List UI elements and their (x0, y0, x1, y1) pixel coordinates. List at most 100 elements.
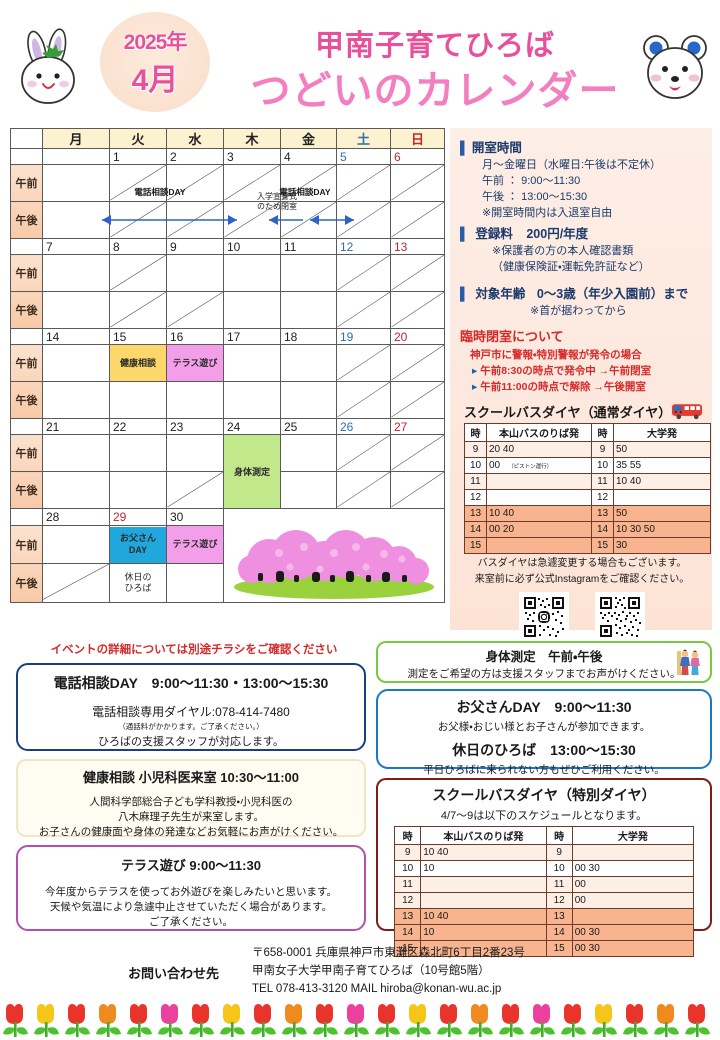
date-cell: 15 (109, 328, 167, 345)
closed-slash-icon (391, 165, 444, 201)
bus-hour: 9 (545, 844, 573, 861)
cell-wed-am: テラス遊び (166, 524, 224, 565)
homepage-qr-icon[interactable] (595, 591, 645, 647)
week-5-dates: 28 29 30 (10, 508, 445, 603)
calendar-table: 月 火 水 木 金 土 日 1 2 3 4 5 6 午前 (10, 128, 445, 603)
tulip-icon (251, 1004, 276, 1037)
cell-fri-am (280, 434, 337, 472)
cell-fri-am (280, 164, 337, 202)
cell-tue-pm (109, 201, 167, 239)
bus-times (486, 488, 592, 506)
info-panel: 開室時間 月～金曜日（水曜日:午後は不定休） 午前 ： 9:00～11:30 午… (450, 128, 712, 653)
instagram-qr-icon[interactable] (519, 591, 569, 647)
closed-slash-icon (167, 202, 223, 238)
date-cell: 28 (42, 508, 110, 526)
cell-thu-pm (223, 381, 281, 419)
bus-col-university: 大学発 (571, 826, 695, 845)
bus-hour: 12 (464, 488, 487, 506)
cell-wed-am (166, 164, 224, 202)
week-3-dates: 14 15 16 17 18 19 20 (10, 328, 445, 345)
bus-times: 50 (613, 504, 711, 522)
date-cell: 2 (166, 148, 224, 165)
cell-wed-am (166, 254, 224, 292)
tulip-icon (65, 1004, 90, 1037)
row-label-pm: 午後 (10, 201, 43, 239)
dad-day-box: お父さんDAY 9:00～11:30 お父様・おじい様とお子さんが参加できます。… (376, 689, 712, 776)
date-cell: 7 (42, 238, 110, 255)
health-consult-title: 健康相談 小児科医来室 10:30～11:00 (82, 770, 299, 785)
cell-sun-pm (390, 291, 445, 329)
bus-row: 13 10 40 13 (393, 908, 695, 925)
bus-times: 00 30 (571, 924, 695, 941)
row-label-am: 午前 (10, 164, 43, 202)
bus-row: 9 20 40 9 50 (464, 440, 711, 458)
bus-normal-table: 時 本山バスのりば発 時 大学発 9 20 40 9 50 10 00 （ピストン運行） 1… (464, 422, 711, 554)
cherry-blossom-icon (234, 530, 434, 599)
week-5-pm: 午後 休日の ひろば (10, 563, 445, 603)
instagram-qr-block[interactable]: KONAN_WU_HIROBA (519, 591, 569, 654)
age-value: 0～3歳（年少入園前）まで (536, 287, 689, 302)
bus-hour: 11 (393, 876, 422, 893)
cell-tue-am (109, 254, 167, 292)
cell-sun-am (390, 254, 445, 292)
contact-tel-mail-line: TEL 078-413-3120 MAIL hiroba@konan-wu.ac… (252, 982, 502, 995)
event-terrace-play: テラス遊び (167, 525, 223, 564)
bus-times: 00 30 (571, 860, 695, 877)
event-dad-day: お父さん DAY (110, 526, 166, 563)
bus-times (486, 472, 592, 490)
date-cell: 4 (280, 148, 337, 165)
tulip-icon (158, 1004, 183, 1037)
closed-slash-icon (337, 345, 390, 381)
date-cell: 17 (223, 328, 281, 345)
date-cell: 12 (336, 238, 391, 255)
calendar: 月 火 水 木 金 土 日 1 2 3 4 5 6 午前 (10, 128, 445, 603)
bus-times: 10 30 50 (613, 520, 711, 538)
fee-note: （健康保険証・運転免許証など） (492, 261, 650, 274)
bus-hour: 15 (591, 536, 614, 554)
qr-row: KONAN_WU_HIROBA (460, 591, 704, 654)
week-4-pm: 午後 (10, 471, 445, 509)
homepage-qr-block[interactable]: 甲南子育てひろばHP (595, 591, 645, 654)
tulip-icon (34, 1004, 59, 1037)
bus-col-hour1: 時 (464, 422, 487, 442)
bus-times-value: 00 (489, 459, 501, 471)
bus-times: 10 40 (420, 908, 547, 925)
hours-line: 午前 ： 9:00～11:30 (482, 174, 581, 187)
bus-times: 10 (420, 860, 547, 877)
cell-sun-pm (390, 471, 445, 509)
bus-hour: 13 (464, 504, 487, 522)
cell-sat-am (336, 434, 391, 472)
week-corner (10, 328, 43, 345)
bus-times: 00 30 (571, 940, 695, 957)
row-label-pm: 午後 (10, 471, 43, 509)
event-holiday-hiroba-line1: 休日の (124, 571, 152, 582)
week-2-pm: 午後 (10, 291, 445, 329)
cell-mon-am (42, 524, 110, 565)
bus-row: 15 15 30 (464, 536, 711, 554)
cell-wed-am (166, 434, 224, 472)
date-cell: 3 (223, 148, 281, 165)
closed-slash-icon (391, 382, 444, 418)
cell-mon-pm (42, 471, 110, 509)
week-3-am: 午前 健康相談 テラス遊び (10, 344, 445, 382)
event-dad-day-line2: DAY (128, 544, 148, 555)
fee-note: ※保護者の方の本人確認書類 (492, 245, 634, 258)
date-cell: 22 (109, 418, 167, 435)
bus-hour: 15 (464, 536, 487, 554)
dow-tue: 火 (109, 128, 167, 149)
cell-wed-pm (166, 201, 224, 239)
phone-consult-fee-note: （通話料がかかります。ご了承ください。） (118, 722, 264, 731)
bus-times: 30 (613, 536, 711, 554)
bus-row: 10 00 （ピストン運行） 10 35 55 (464, 456, 711, 474)
tulip-icon (127, 1004, 152, 1037)
tulip-icon (499, 1004, 524, 1037)
bus-times: 10 40 (486, 504, 592, 522)
bus-times-note: （ピストン運行） (508, 463, 553, 470)
entrance-ceremony-closed-label: 入学宣誓式 のため閉室 (249, 192, 305, 213)
week-1-dates: 1 2 3 4 5 6 (10, 148, 445, 165)
holiday-hiroba-line: 平日ひろばに来られない方もぜひご利用ください。 (423, 764, 665, 776)
bus-hour: 12 (393, 892, 422, 909)
date-cell: 19 (336, 328, 391, 345)
cell-mon-am (42, 254, 110, 292)
cell-tue-am (109, 434, 167, 472)
